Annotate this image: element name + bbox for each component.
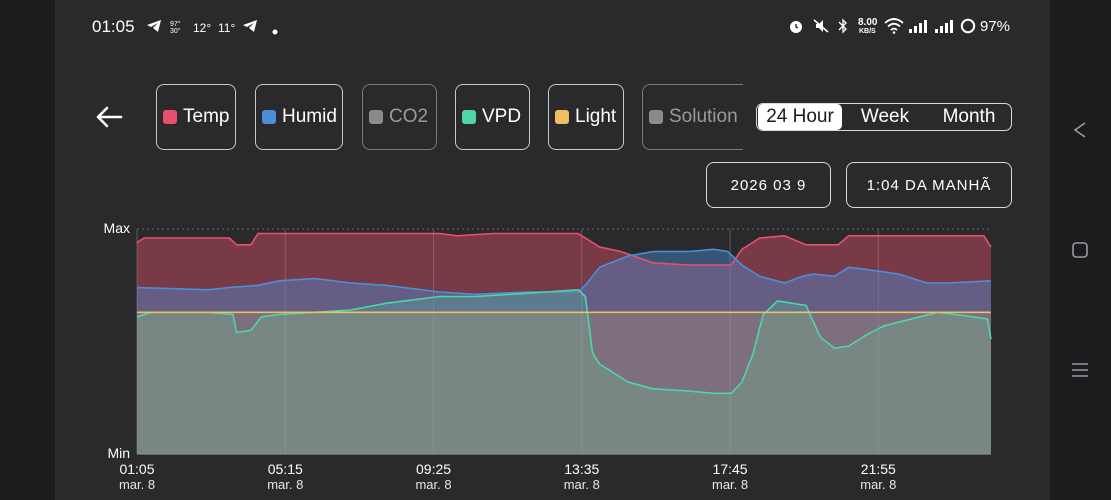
series-swatch	[262, 110, 276, 124]
weather-icon: 97° 30°	[170, 18, 186, 37]
status-time: 01:05	[92, 17, 135, 36]
nav-back-icon[interactable]	[1068, 118, 1092, 142]
mute-icon	[812, 18, 830, 37]
series-chip-solution[interactable]: Solution	[642, 84, 743, 150]
range-week[interactable]: Week	[860, 106, 910, 127]
x-tick-date: mar. 8	[564, 477, 600, 492]
status-battery: 97%	[980, 18, 1011, 35]
nav-recents-icon[interactable]	[1068, 358, 1092, 382]
series-area-vpd	[137, 289, 991, 454]
svg-text:30°: 30°	[170, 27, 181, 34]
series-line-temp	[136, 232, 992, 266]
x-tick-date: mar. 8	[267, 477, 303, 492]
status-temp-a: 12°	[193, 21, 212, 35]
svg-text:97°: 97°	[170, 20, 181, 28]
x-tick-time: 17:45	[713, 461, 748, 477]
series-chip-humid[interactable]: Humid	[255, 84, 343, 150]
system-nav-bar	[1050, 0, 1111, 500]
series-chip-label: Temp	[183, 106, 230, 127]
series-swatch	[369, 110, 383, 124]
x-tick-date: mar. 8	[860, 477, 896, 492]
series-swatch	[649, 110, 663, 124]
signal-icon	[908, 19, 930, 36]
network-speed-unit: KB/S	[859, 28, 876, 35]
series-line-humid	[136, 248, 992, 296]
range-toggle: 24 Hour Week Month	[756, 103, 1012, 131]
nav-home-icon[interactable]	[1068, 238, 1092, 262]
date-picker-button[interactable]: 2026 03 9	[706, 162, 831, 208]
range-month[interactable]: Month	[942, 106, 996, 127]
wifi-icon	[884, 18, 904, 37]
x-tick-date: mar. 8	[712, 477, 748, 492]
back-button[interactable]	[94, 103, 124, 131]
y-label-max: Max	[104, 220, 130, 236]
series-swatch	[555, 110, 569, 124]
bluetooth-icon	[838, 18, 848, 37]
battery-ring-icon	[960, 18, 976, 37]
series-chips-overflow: Solution	[640, 80, 743, 154]
series-line-vpd	[136, 288, 992, 395]
time-picker-button[interactable]: 1:04 DA MANHÃ	[846, 162, 1012, 208]
range-24-hour[interactable]: 24 Hour	[758, 104, 842, 130]
series-chip-label: CO2	[389, 106, 429, 127]
x-tick-date: mar. 8	[119, 477, 155, 492]
x-tick-time: 05:15	[268, 461, 303, 477]
telegram-icon	[146, 19, 162, 36]
network-speed-value: 8.00	[858, 17, 878, 28]
series-chip-vpd[interactable]: VPD	[455, 84, 530, 150]
status-temp-b: 11°	[218, 21, 236, 35]
series-chip-label: Light	[575, 106, 617, 127]
x-tick-time: 09:25	[416, 461, 451, 477]
app-screen	[55, 0, 1050, 500]
series-area-light	[137, 312, 991, 454]
series-chip-temp[interactable]: Temp	[156, 84, 236, 150]
alarm-icon	[788, 18, 804, 37]
series-chip-label: Humid	[282, 106, 337, 127]
series-area-temp	[137, 233, 991, 454]
y-label-min: Min	[107, 445, 130, 461]
x-tick-time: 13:35	[564, 461, 599, 477]
x-tick-time: 01:05	[119, 461, 154, 477]
series-swatch	[462, 110, 476, 124]
series-chip-label: Solution	[669, 106, 738, 127]
telegram-icon	[242, 19, 258, 36]
x-tick-time: 21:55	[861, 461, 896, 477]
series-swatch	[163, 110, 177, 124]
arrow-left-icon	[96, 106, 123, 128]
x-tick-date: mar. 8	[415, 477, 451, 492]
signal-icon	[934, 19, 956, 36]
dot-icon	[272, 24, 278, 38]
series-chip-co2[interactable]: CO2	[362, 84, 437, 150]
series-chip-light[interactable]: Light	[548, 84, 624, 150]
series-chip-label: VPD	[482, 106, 522, 127]
